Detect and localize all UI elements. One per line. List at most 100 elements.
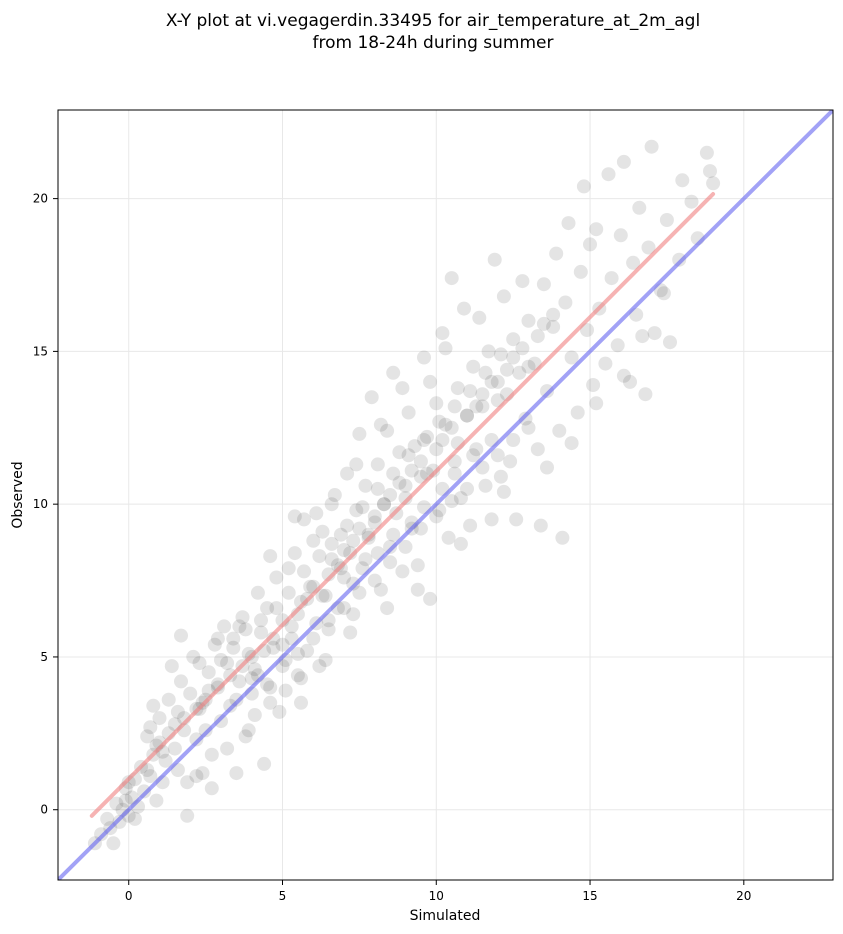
data-point-234 [290, 646, 305, 661]
data-point-226 [521, 359, 536, 374]
x-axis-label: Simulated [410, 908, 481, 924]
data-point-164 [613, 228, 628, 243]
data-point-241 [398, 539, 413, 554]
data-point-202 [337, 543, 351, 557]
data-point-312 [118, 793, 133, 808]
data-point-255 [281, 585, 296, 600]
data-point-304 [220, 741, 235, 756]
data-point-289 [438, 341, 453, 356]
data-point-4 [112, 814, 127, 829]
data-point-89 [367, 515, 382, 530]
data-point-287 [395, 381, 410, 396]
data-point-270 [294, 695, 308, 710]
data-point-199 [315, 588, 330, 603]
data-point-258 [324, 536, 339, 551]
data-point-138 [518, 411, 533, 426]
data-point-254 [269, 601, 284, 616]
data-point-42 [223, 698, 238, 713]
data-point-308 [278, 683, 293, 698]
data-point-148 [555, 530, 570, 545]
data-point-157 [586, 378, 601, 392]
data-point-121 [466, 359, 481, 374]
data-point-30 [186, 649, 201, 664]
data-point-278 [540, 460, 554, 475]
data-point-178 [675, 173, 690, 188]
data-point-47 [238, 729, 253, 744]
data-point-268 [478, 365, 493, 380]
data-point-84 [352, 426, 367, 441]
data-point-109 [429, 396, 444, 411]
data-point-69 [306, 533, 321, 548]
data-point-301 [189, 769, 204, 784]
data-point-1 [94, 827, 109, 842]
data-point-195 [284, 619, 299, 634]
data-point-141 [530, 442, 545, 457]
data-point-244 [444, 494, 459, 509]
data-point-272 [343, 625, 358, 640]
data-point-238 [352, 585, 367, 600]
data-point-137 [515, 274, 530, 289]
data-point-167 [626, 255, 641, 270]
data-point-67 [300, 643, 315, 658]
data-point-235 [306, 631, 321, 646]
data-point-209 [392, 475, 407, 490]
data-point-160 [598, 356, 613, 371]
data-point-31 [189, 732, 204, 747]
data-point-90 [370, 457, 385, 472]
data-point-97 [392, 445, 407, 460]
data-point-170 [638, 387, 653, 402]
data-point-73 [318, 588, 333, 603]
data-point-151 [564, 350, 579, 365]
data-point-120 [463, 518, 478, 533]
y-tick-label-4: 20 [33, 192, 48, 206]
data-point-122 [469, 442, 484, 457]
y-tick-label-1: 5 [40, 650, 48, 664]
data-point-225 [515, 341, 530, 356]
data-point-25 [170, 704, 185, 719]
data-point-83 [349, 503, 364, 518]
data-point-36 [204, 747, 219, 762]
data-point-139 [521, 313, 536, 328]
data-point-208 [383, 488, 398, 502]
data-point-143 [536, 277, 551, 292]
x-tick-label-0: 0 [125, 889, 133, 903]
data-point-328 [447, 466, 462, 481]
data-point-108 [426, 463, 441, 478]
reference-lines [58, 110, 833, 880]
data-point-17 [143, 720, 158, 735]
data-point-307 [263, 695, 278, 710]
data-point-245 [460, 481, 474, 496]
y-tick-label-2: 10 [33, 497, 48, 511]
data-point-293 [232, 619, 247, 634]
data-point-74 [321, 622, 336, 637]
data-point-123 [472, 310, 487, 325]
data-point-50 [247, 662, 262, 677]
data-point-163 [610, 338, 625, 353]
data-point-18 [152, 711, 167, 726]
data-point-44 [229, 766, 244, 781]
data-point-302 [204, 781, 219, 796]
data-point-194 [275, 637, 290, 652]
data-point-37 [207, 637, 222, 652]
data-point-281 [616, 368, 631, 383]
data-point-229 [546, 307, 561, 322]
x-tick-label-3: 15 [582, 889, 597, 903]
data-point-57 [269, 570, 284, 585]
data-point-263 [401, 448, 416, 463]
data-point-29 [183, 686, 198, 701]
data-point-291 [287, 509, 302, 524]
data-point-274 [410, 582, 425, 597]
data-point-21 [158, 753, 173, 768]
data-point-292 [309, 506, 324, 521]
data-point-288 [423, 374, 438, 389]
data-point-283 [656, 286, 671, 301]
data-point-265 [432, 414, 447, 429]
data-point-230 [229, 692, 244, 707]
data-point-135 [509, 512, 524, 527]
data-point-106 [420, 429, 434, 444]
data-point-280 [589, 396, 604, 411]
data-point-91 [373, 582, 388, 597]
data-point-152 [570, 405, 585, 420]
data-point-181 [699, 145, 714, 160]
data-point-324 [386, 527, 401, 542]
